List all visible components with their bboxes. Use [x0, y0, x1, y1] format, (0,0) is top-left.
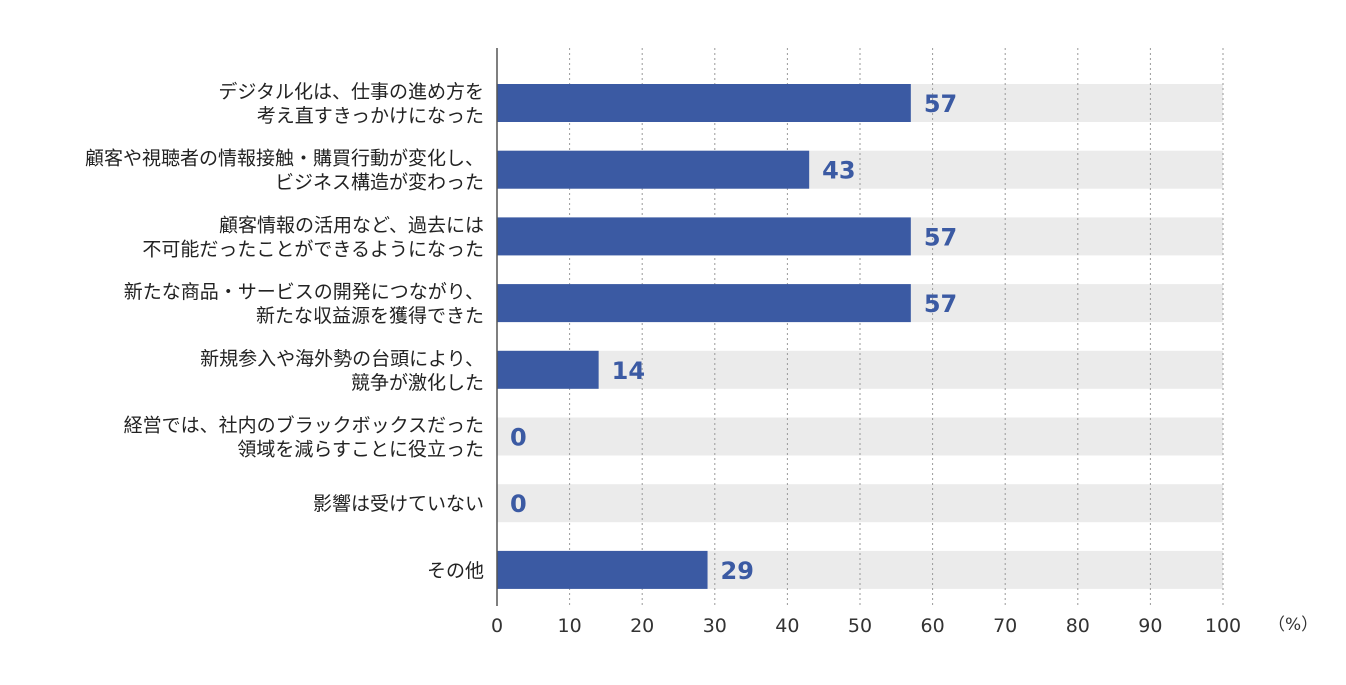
value-label: 29: [721, 557, 754, 585]
x-tick-label: 50: [848, 615, 872, 637]
category-label: 領域を減らすことに役立った: [237, 439, 484, 461]
category-label: 顧客情報の活用など、過去には: [219, 214, 484, 236]
category-label: 顧客や視聴者の情報接触・購買行動が変化し、: [85, 148, 484, 170]
category-label: 競争が激化した: [351, 372, 484, 394]
x-tick-label: 60: [921, 615, 945, 637]
category-label: 新規参入や海外勢の台頭により、: [200, 348, 484, 370]
category-label: 影響は受けていない: [313, 493, 484, 515]
category-label: 新たな商品・サービスの開発につながり、: [124, 281, 484, 303]
bar: [497, 217, 911, 256]
x-tick-label: 80: [1066, 615, 1090, 637]
x-tick-label: 90: [1138, 615, 1162, 637]
bar: [497, 350, 599, 389]
category-labels: デジタル化は、仕事の進め方を考え直すきっかけになった顧客や視聴者の情報接触・購買…: [85, 81, 484, 582]
value-label: 14: [612, 357, 645, 385]
value-label: 57: [924, 290, 957, 318]
category-label: デジタル化は、仕事の進め方を: [218, 81, 484, 103]
category-label: その他: [427, 560, 484, 582]
x-tick-label: 10: [558, 615, 582, 637]
category-label: 不可能だったことができるようになった: [142, 238, 484, 260]
unit-label: （%）: [1268, 615, 1318, 635]
category-label: 考え直すきっかけになった: [257, 105, 484, 127]
grid-lines: [569, 48, 1224, 606]
x-tick-labels: 0 10 20 30 40 50 60 70 80 90 100: [491, 615, 1241, 637]
x-tick-label: 0: [491, 615, 503, 637]
x-tick-label: 100: [1205, 615, 1241, 637]
value-label: 0: [510, 490, 527, 518]
bar: [497, 550, 708, 589]
bar: [497, 84, 911, 122]
x-tick-label: 40: [775, 615, 799, 637]
value-labels: 57 43 57 57 14 0 0 29: [510, 90, 957, 585]
value-label: 57: [924, 223, 957, 251]
value-label: 0: [510, 424, 527, 452]
x-tick-label: 70: [993, 615, 1017, 637]
x-tick-label: 30: [703, 615, 727, 637]
category-label: 経営では、社内のブラックボックスだった: [124, 414, 484, 437]
category-label: ビジネス構造が変わった: [275, 172, 484, 194]
bar: [497, 284, 911, 323]
value-label: 57: [924, 90, 957, 118]
category-label: 新たな収益源を獲得できた: [256, 305, 484, 327]
value-label: 43: [822, 157, 855, 185]
bar: [497, 150, 810, 189]
bar-group: [497, 84, 911, 589]
x-tick-label: 20: [630, 615, 654, 637]
